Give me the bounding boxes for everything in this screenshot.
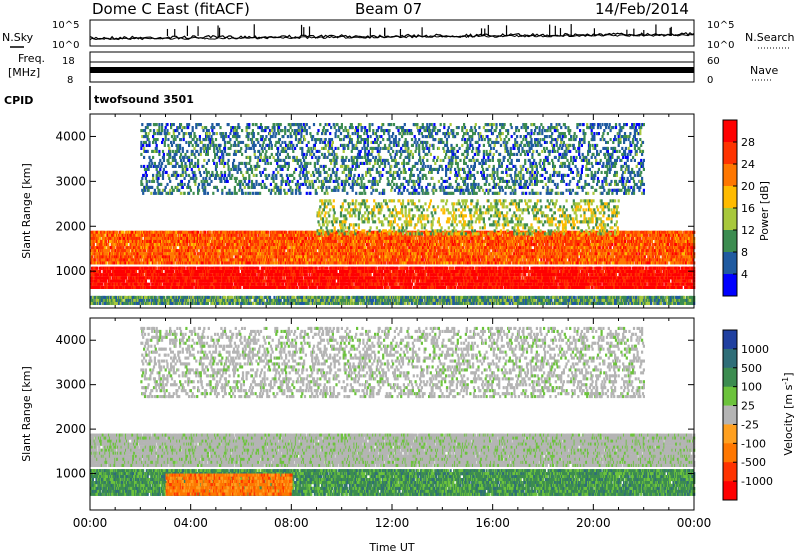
heatmap-cell <box>509 302 511 305</box>
freq-strip: Freq. [MHz] 18 8 60 0 Nave <box>8 52 778 86</box>
radar-summary-plot: Dome C East (fitACF) Beam 07 14/Feb/2014… <box>0 0 800 554</box>
heatmap-cell <box>187 302 189 305</box>
nsearch-label: N.Search <box>745 31 795 44</box>
beam-title: Beam 07 <box>355 0 422 18</box>
freq-tick-top: 18 <box>62 56 75 67</box>
heatmap-cell <box>231 296 233 299</box>
heatmap-cell <box>363 299 365 302</box>
heatmap-cell <box>148 299 150 302</box>
counts-strip: N.Sky 10^5 10^0 10^5 10^0 N.Search <box>2 20 795 51</box>
station-title: Dome C East (fitACF) <box>92 0 250 18</box>
heatmap-cell <box>348 296 350 299</box>
heatmap-cell <box>238 299 240 302</box>
heatmap-cell <box>404 302 406 305</box>
heatmap-cell <box>99 302 101 305</box>
cpid-value: twofsound 3501 <box>94 93 194 106</box>
heatmap-cell <box>435 296 437 299</box>
nave-tick-top: 60 <box>707 56 720 67</box>
heatmap-cell <box>280 299 282 302</box>
heatmap-cell <box>360 302 362 305</box>
heatmap-cell <box>224 296 226 299</box>
counts-frame <box>90 20 694 46</box>
heatmap-cell <box>232 302 234 305</box>
power-cells <box>90 123 695 305</box>
heatmap-cell <box>408 302 410 305</box>
heatmap-cell <box>559 299 561 302</box>
heatmap-cell <box>543 302 545 305</box>
heatmap-cell <box>122 299 124 302</box>
heatmap-cell <box>293 296 295 299</box>
heatmap-cell <box>269 296 271 299</box>
heatmap-cell <box>550 299 552 302</box>
heatmap-cell <box>155 296 157 299</box>
heatmap-cell <box>308 302 310 305</box>
heatmap-cell <box>342 296 344 299</box>
heatmap-cell <box>207 302 209 305</box>
heatmap-cell <box>219 296 221 299</box>
heatmap-cell <box>511 296 513 299</box>
count-tick-top-right: 10^5 <box>707 20 734 31</box>
heatmap-cell <box>163 296 165 299</box>
heatmap-cell <box>187 299 189 302</box>
heatmap-cell <box>543 296 545 299</box>
freq-label: Freq. <box>18 52 45 65</box>
nave-label: Nave <box>750 64 778 77</box>
heatmap-cell <box>143 299 145 302</box>
count-tick-bottom-right: 10^0 <box>707 40 734 51</box>
heatmap-cell <box>252 302 254 305</box>
freq-tick-bottom: 8 <box>67 75 73 86</box>
count-tick-bottom-left: 10^0 <box>52 40 79 51</box>
heatmap-cell <box>372 299 374 302</box>
cpid-label: CPID <box>4 94 33 107</box>
heatmap-cell <box>357 302 359 305</box>
heatmap-cell <box>249 299 251 302</box>
date-title: 14/Feb/2014 <box>595 0 689 18</box>
heatmap-cell <box>351 299 353 302</box>
freq-trace <box>90 67 694 73</box>
heatmap-cell <box>273 296 275 299</box>
heatmap-cell <box>261 296 263 299</box>
heatmap-cell <box>421 299 423 302</box>
nave-tick-bottom: 0 <box>707 75 713 86</box>
heatmap-cell <box>534 299 536 302</box>
heatmap-cell <box>411 302 413 305</box>
heatmap-cell <box>548 296 550 299</box>
heatmap-cell <box>263 299 265 302</box>
nsky-spikes <box>167 24 671 36</box>
count-tick-top-left: 10^5 <box>52 20 79 31</box>
freq-unit-label: [MHz] <box>8 66 40 79</box>
nsky-label: N.Sky <box>2 31 34 44</box>
heatmap-cell <box>395 299 397 302</box>
